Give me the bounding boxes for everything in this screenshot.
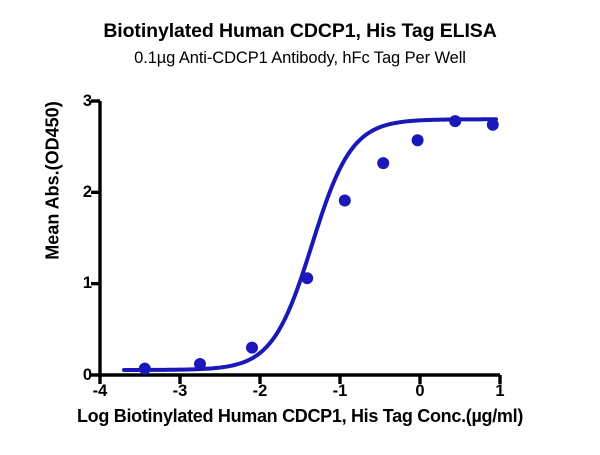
data-point — [301, 272, 313, 284]
data-point-markers — [139, 115, 499, 375]
data-point — [194, 358, 206, 370]
data-point — [377, 157, 389, 169]
sigmoid-fit-curve — [124, 119, 496, 370]
data-point — [487, 119, 499, 131]
chart-container: Biotinylated Human CDCP1, His Tag ELISA … — [0, 0, 600, 455]
data-point — [412, 134, 424, 146]
data-point — [449, 115, 461, 127]
axes — [100, 101, 500, 375]
data-point — [139, 363, 151, 375]
plot-area — [0, 0, 600, 455]
data-point — [339, 195, 351, 207]
data-point — [246, 342, 258, 354]
